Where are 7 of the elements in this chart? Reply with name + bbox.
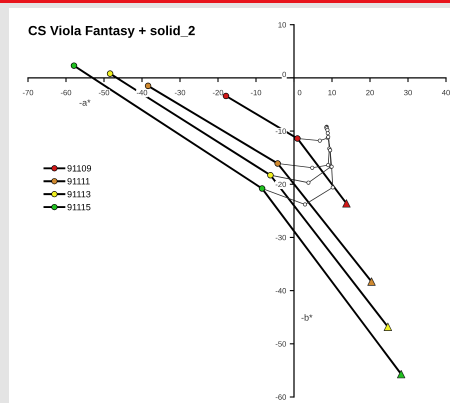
legend-label: 91115	[67, 204, 90, 210]
legend-label: 91113	[67, 191, 90, 198]
chart-title: CS Viola Fantasy + solid_2	[28, 26, 195, 38]
legend-label: 91111	[67, 178, 90, 184]
y-axis-title: -b*	[301, 314, 312, 321]
legend-label: 91109	[67, 165, 92, 172]
x-axis-title: -a*	[79, 99, 90, 106]
